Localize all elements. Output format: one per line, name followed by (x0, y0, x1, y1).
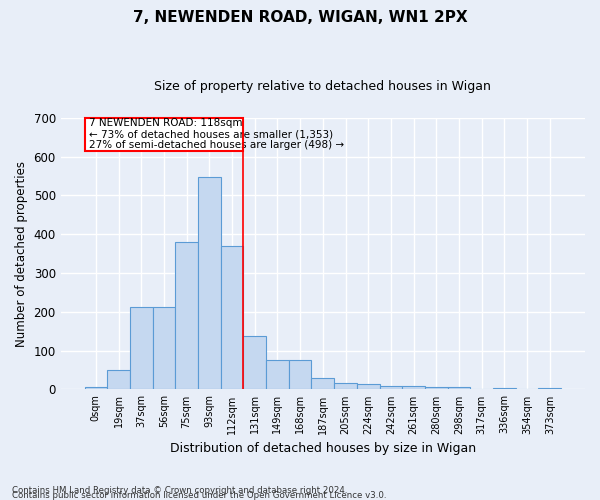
Bar (221, 246, 244, 390)
Bar (244, 336, 266, 390)
Bar (175, 242, 198, 390)
Bar (152, 307, 175, 390)
Bar (493, 388, 516, 390)
Title: Size of property relative to detached houses in Wigan: Size of property relative to detached ho… (154, 80, 491, 93)
Bar (538, 388, 561, 390)
Bar (380, 386, 402, 390)
Bar (425, 386, 448, 390)
Bar (448, 386, 470, 390)
Bar (107, 370, 130, 390)
Text: ← 73% of detached houses are smaller (1,353): ← 73% of detached houses are smaller (1,… (89, 130, 333, 140)
Bar (402, 386, 425, 390)
Text: Contains public sector information licensed under the Open Government Licence v3: Contains public sector information licen… (12, 491, 386, 500)
Bar (311, 378, 334, 390)
Text: 7 NEWENDEN ROAD: 118sqm: 7 NEWENDEN ROAD: 118sqm (89, 118, 242, 128)
Bar (334, 383, 357, 390)
Bar (266, 360, 289, 390)
Bar (130, 307, 152, 390)
Bar (289, 360, 311, 390)
Text: Contains HM Land Registry data © Crown copyright and database right 2024.: Contains HM Land Registry data © Crown c… (12, 486, 347, 495)
Bar (357, 384, 380, 390)
Text: 27% of semi-detached houses are larger (498) →: 27% of semi-detached houses are larger (… (89, 140, 344, 150)
Text: 7, NEWENDEN ROAD, WIGAN, WN1 2PX: 7, NEWENDEN ROAD, WIGAN, WN1 2PX (133, 10, 467, 25)
Y-axis label: Number of detached properties: Number of detached properties (15, 160, 28, 346)
Bar (198, 177, 221, 390)
X-axis label: Distribution of detached houses by size in Wigan: Distribution of detached houses by size … (170, 442, 476, 455)
Bar (85, 386, 107, 390)
Bar (85, 118, 244, 151)
